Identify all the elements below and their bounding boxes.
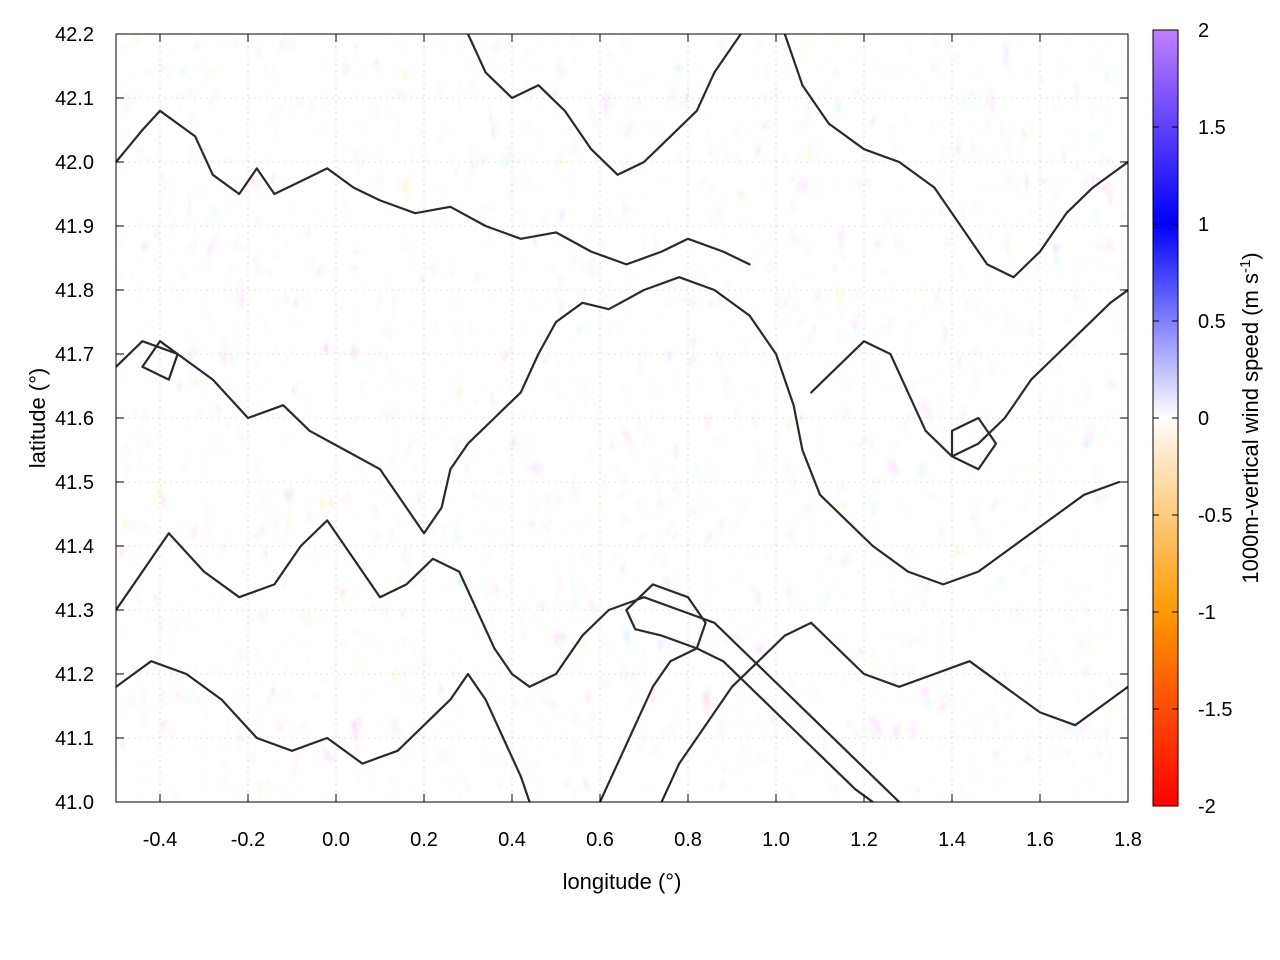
colorbar-tick-label: -2 bbox=[1198, 796, 1216, 818]
y-tick-label: 42.0 bbox=[55, 152, 94, 174]
colorbar-label: 1000m-vertical wind speed (m s-1) bbox=[1237, 252, 1264, 583]
y-tick-label: 41.5 bbox=[55, 472, 94, 494]
y-tick-label: 42.1 bbox=[55, 88, 94, 110]
contour-line bbox=[116, 519, 901, 802]
contour-line bbox=[116, 109, 751, 266]
x-tick-label: -0.4 bbox=[143, 829, 177, 851]
y-tick-label: 41.7 bbox=[55, 344, 94, 366]
x-tick-label: 0.6 bbox=[586, 829, 614, 851]
x-tick-label: 0.2 bbox=[410, 829, 438, 851]
contour-line bbox=[810, 288, 1128, 458]
y-tick-label: 41.8 bbox=[55, 280, 94, 302]
y-tick-label: 41.6 bbox=[55, 408, 94, 430]
y-tick-label: 41.9 bbox=[55, 216, 94, 238]
colorbar-label-end: ) bbox=[1238, 252, 1263, 259]
colorbar-tick-label: -1 bbox=[1198, 602, 1216, 624]
x-tick-label: 1.0 bbox=[762, 829, 790, 851]
y-tick-label: 41.3 bbox=[55, 600, 94, 622]
colorbar-tick-label: 0 bbox=[1198, 408, 1209, 430]
x-tick-label: 1.4 bbox=[938, 829, 966, 851]
colorbar-tick-label: 1.5 bbox=[1198, 117, 1226, 139]
contour-line bbox=[783, 34, 1128, 279]
x-tick-label: -0.2 bbox=[231, 829, 265, 851]
contour-lines bbox=[116, 34, 1128, 802]
colorbar-tick-label: -0.5 bbox=[1198, 505, 1232, 527]
x-axis-label: longitude (°) bbox=[563, 869, 682, 894]
contour-line bbox=[116, 660, 531, 802]
y-tick-label: 41.0 bbox=[55, 792, 94, 814]
y-tick-label: 41.4 bbox=[55, 536, 94, 558]
colorbar-ticks: 2 1.5 1 0.5 0 -0.5 -1 -1.5 -2 bbox=[1153, 20, 1232, 818]
contour-line bbox=[598, 647, 874, 802]
y-axis: 41.0 41.1 41.2 41.3 41.4 41.5 41.6 41.7 41.8 41.9… bbox=[55, 24, 1128, 814]
colorbar: 2 1.5 1 0.5 0 -0.5 -1 -1.5 -2 1000m-vertical win… bbox=[1152, 20, 1264, 818]
colorbar-tick-label: 1 bbox=[1198, 214, 1209, 236]
contour-line bbox=[141, 340, 179, 381]
y-tick-label: 41.1 bbox=[55, 728, 94, 750]
y-axis-label: latitude (°) bbox=[25, 368, 50, 469]
x-tick-label: 0.4 bbox=[498, 829, 526, 851]
colorbar-label-main: 1000m-vertical wind speed (m s bbox=[1238, 273, 1263, 584]
y-tick-label: 42.2 bbox=[55, 24, 94, 46]
colorbar-label-sup: -1 bbox=[1237, 260, 1254, 273]
contour-line bbox=[466, 34, 742, 176]
x-tick-label: 1.2 bbox=[850, 829, 878, 851]
contour-line bbox=[950, 416, 998, 471]
colorbar-tick-label: -1.5 bbox=[1198, 699, 1232, 721]
x-tick-label: 1.8 bbox=[1114, 829, 1142, 851]
contour-line bbox=[660, 621, 1128, 802]
y-tick-label: 41.2 bbox=[55, 664, 94, 686]
plot-area bbox=[115, 33, 1129, 803]
x-tick-label: 1.6 bbox=[1026, 829, 1054, 851]
x-tick-label: 0.8 bbox=[674, 829, 702, 851]
colorbar-tick-label: 0.5 bbox=[1198, 311, 1226, 333]
contour-line bbox=[625, 583, 707, 650]
x-tick-label: 0.0 bbox=[322, 829, 350, 851]
x-axis: -0.4 -0.2 0.0 0.2 0.4 0.6 0.8 1.0 1.2 1.4 1.6 1.8 bbox=[143, 34, 1142, 851]
colorbar-tick-label: 2 bbox=[1198, 20, 1209, 42]
contour-line bbox=[116, 276, 1121, 586]
